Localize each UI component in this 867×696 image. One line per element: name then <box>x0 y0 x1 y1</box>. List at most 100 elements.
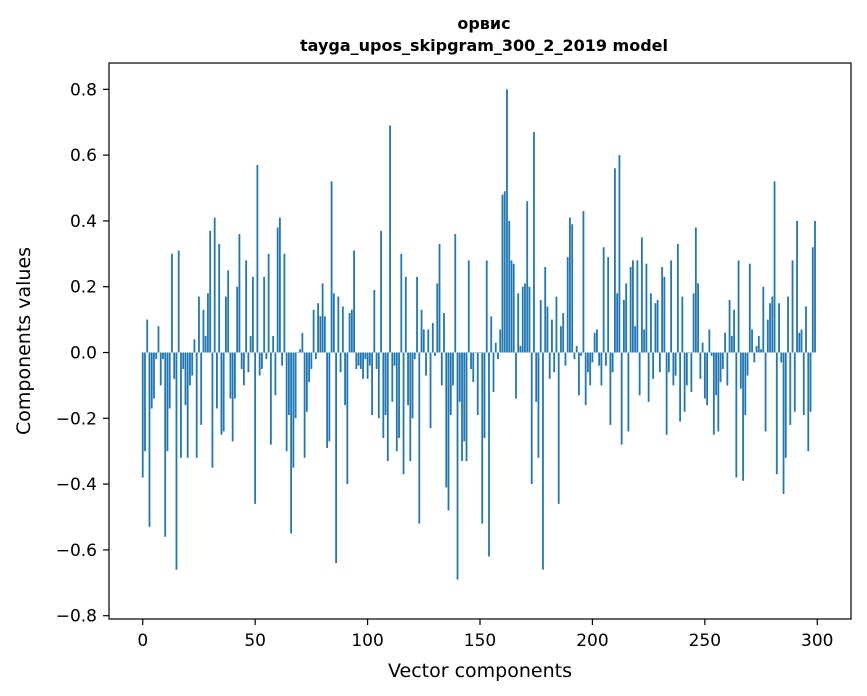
bar <box>524 283 526 353</box>
bar <box>353 250 355 353</box>
bar <box>694 227 697 353</box>
bar <box>317 303 320 353</box>
bar <box>670 260 673 353</box>
bar <box>283 253 286 353</box>
bar <box>614 168 616 353</box>
bar <box>811 247 814 353</box>
bar <box>676 243 679 353</box>
bar <box>775 352 778 475</box>
bar <box>213 217 216 353</box>
y-tick-label: −0.6 <box>56 541 97 561</box>
y-tick-label: 0.4 <box>70 212 97 232</box>
bar <box>470 352 472 369</box>
bar <box>330 181 333 353</box>
bar <box>533 132 535 353</box>
bar <box>663 276 666 353</box>
bar <box>245 260 248 353</box>
bar <box>620 352 623 445</box>
bar <box>800 329 803 353</box>
bar <box>728 299 731 353</box>
bar-series <box>141 89 816 580</box>
bar <box>440 352 443 386</box>
y-tick-label: 0.2 <box>70 278 97 298</box>
bar <box>204 336 207 353</box>
bar <box>546 306 549 353</box>
bar <box>632 260 634 353</box>
bar <box>726 352 729 386</box>
y-axis-label: Components values <box>13 247 35 435</box>
bar <box>155 352 158 360</box>
x-tick-label: 150 <box>464 631 496 651</box>
bar <box>737 260 740 353</box>
bar <box>386 352 389 462</box>
bar <box>589 352 592 386</box>
bar <box>557 352 560 504</box>
bar <box>517 293 520 353</box>
bar <box>407 352 409 406</box>
bar <box>240 352 243 369</box>
x-tick-label: 200 <box>576 631 608 651</box>
bar <box>299 349 302 353</box>
bar <box>742 352 744 481</box>
bar <box>292 352 295 468</box>
bar <box>438 243 441 353</box>
bar <box>366 352 369 379</box>
bar <box>701 342 704 353</box>
bar <box>539 299 542 353</box>
bar <box>607 257 610 353</box>
bar <box>382 352 385 439</box>
bar <box>355 352 358 369</box>
bar <box>447 352 450 511</box>
bar <box>339 352 342 373</box>
bar <box>571 224 574 353</box>
bar <box>593 332 596 353</box>
bar <box>809 352 812 412</box>
bar <box>789 352 792 425</box>
bar <box>326 352 328 448</box>
bar <box>609 352 612 425</box>
bar <box>744 352 747 416</box>
bar <box>535 352 538 402</box>
bar <box>337 296 340 353</box>
bar <box>503 191 506 353</box>
bar <box>560 326 562 353</box>
bar <box>400 253 403 353</box>
bar <box>476 352 479 416</box>
bar <box>706 352 708 406</box>
bar <box>647 352 650 402</box>
bar <box>452 352 454 386</box>
bar <box>485 260 488 353</box>
bar <box>265 352 268 360</box>
bar <box>319 316 322 353</box>
bar <box>272 336 275 353</box>
bar <box>305 352 308 412</box>
bar <box>225 296 227 353</box>
bar <box>222 352 225 432</box>
bar <box>672 352 675 386</box>
bar <box>186 352 189 458</box>
bar <box>220 352 223 435</box>
bar <box>569 217 571 353</box>
bar <box>153 352 155 399</box>
bar <box>492 352 495 392</box>
bar <box>456 352 459 580</box>
bar <box>198 296 200 353</box>
bar <box>202 309 205 353</box>
bar <box>431 322 434 353</box>
bar <box>362 352 364 379</box>
bar <box>760 349 762 353</box>
bar <box>209 230 212 353</box>
bar <box>409 352 412 462</box>
bar <box>150 352 153 409</box>
bar <box>755 345 758 353</box>
bar <box>191 352 194 376</box>
y-tick-label: 0.6 <box>70 146 97 166</box>
bar <box>159 352 162 386</box>
bar <box>193 339 196 353</box>
bar <box>805 306 807 353</box>
bar <box>164 352 167 537</box>
bar <box>573 352 576 360</box>
bar <box>173 352 176 379</box>
x-tick-label: 300 <box>801 631 833 651</box>
bar <box>710 352 713 356</box>
